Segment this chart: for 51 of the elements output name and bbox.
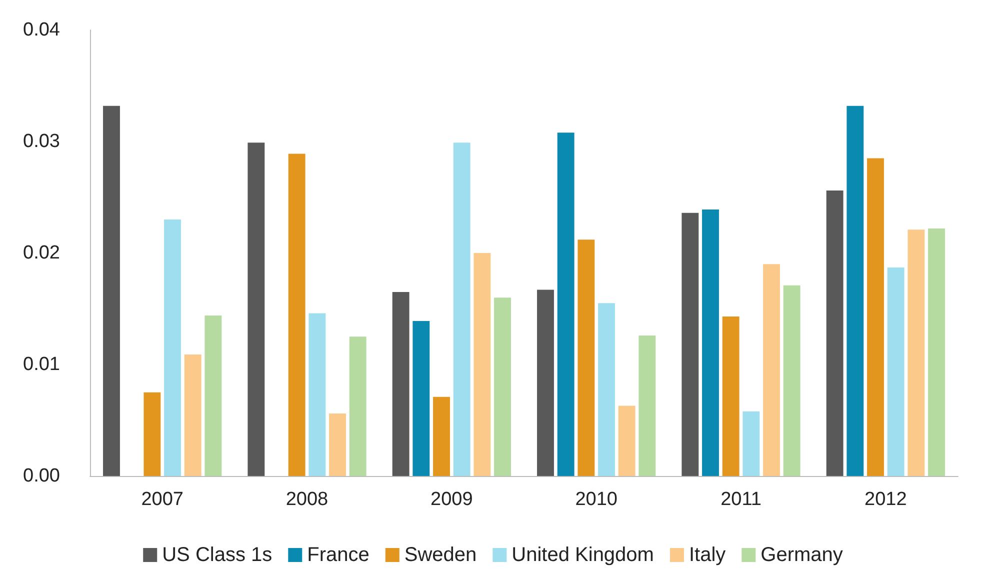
bar — [453, 142, 470, 476]
y-tick-label: 0.03 — [23, 131, 60, 152]
legend-label: France — [307, 544, 370, 566]
bar — [783, 285, 800, 476]
bar — [887, 267, 904, 476]
legend-label: US Class 1s — [162, 544, 272, 566]
y-tick-label: 0.04 — [23, 20, 60, 40]
bar — [288, 154, 306, 476]
legend-label: United Kingdom — [512, 544, 654, 566]
bar — [494, 298, 511, 476]
bar — [557, 132, 574, 476]
bar — [474, 253, 491, 476]
legend-label: Sweden — [404, 544, 477, 566]
bar — [702, 210, 719, 476]
x-tick-label: 2010 — [575, 489, 618, 510]
bar — [164, 220, 181, 476]
bar — [144, 392, 161, 476]
x-tick-label: 2011 — [720, 489, 762, 510]
bar — [103, 106, 120, 476]
bar — [928, 228, 945, 476]
x-tick-label: 2008 — [286, 489, 328, 510]
x-tick-label: 2007 — [141, 489, 184, 510]
bar — [682, 212, 699, 476]
bar — [763, 264, 780, 476]
bar — [846, 106, 864, 476]
bar — [308, 313, 326, 476]
bar — [392, 292, 410, 476]
bar — [867, 158, 884, 476]
y-tick-label: 0.00 — [23, 466, 60, 486]
bar — [329, 414, 346, 476]
x-tick-label: 2009 — [430, 489, 473, 510]
bar — [826, 190, 844, 476]
y-tick-label: 0.01 — [23, 354, 60, 375]
bar — [722, 316, 740, 476]
bar — [578, 240, 595, 476]
bar — [598, 303, 615, 476]
legend-label: Italy — [688, 544, 726, 566]
bar — [618, 406, 636, 476]
bar — [908, 230, 925, 476]
y-tick-label: 0.02 — [23, 242, 60, 264]
bar — [537, 290, 554, 476]
x-tick-label: 2012 — [864, 489, 907, 510]
bar — [638, 336, 656, 476]
bar — [742, 411, 760, 476]
bar — [248, 142, 265, 476]
legend-label: Germany — [760, 544, 843, 566]
bar — [184, 354, 202, 476]
bar — [204, 315, 222, 476]
bar — [433, 396, 450, 476]
bar — [412, 321, 430, 476]
bar — [349, 336, 366, 476]
